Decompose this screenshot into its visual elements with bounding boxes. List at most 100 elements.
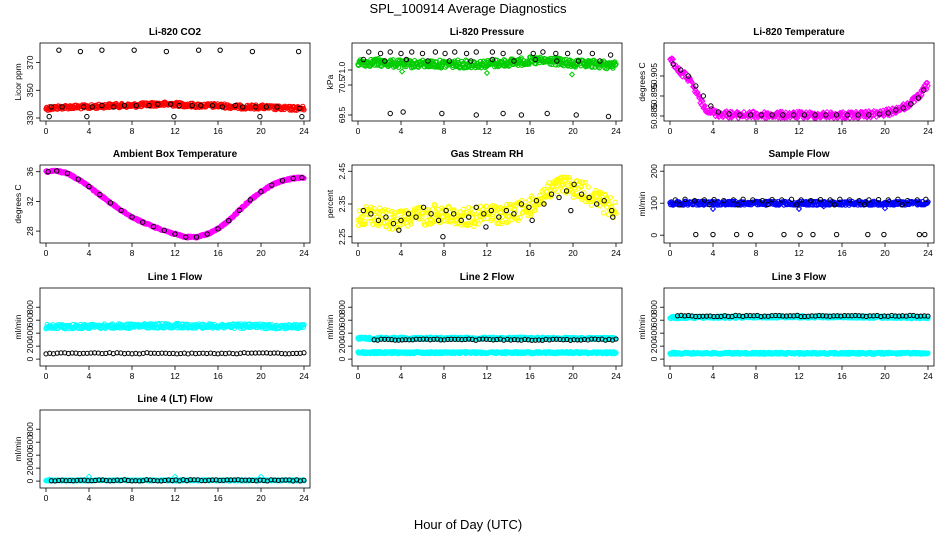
x-tick-label: 4: [399, 248, 404, 258]
point: [107, 200, 114, 206]
series-li-820-temperature-0: [667, 55, 931, 121]
y-tick-label: 200: [337, 339, 347, 353]
point: [490, 337, 496, 343]
x-tick-label: 24: [611, 371, 621, 381]
point: [64, 170, 71, 176]
point: [442, 50, 448, 57]
point: [566, 174, 572, 181]
point: [439, 110, 445, 117]
point: [398, 217, 404, 224]
panel-title-li-820-temperature: Li-820 Temperature: [753, 27, 845, 38]
point: [397, 222, 403, 228]
x-tick-label: 24: [299, 126, 309, 136]
series-line-3-flow-0: [667, 349, 931, 357]
point: [560, 182, 566, 188]
point: [375, 217, 382, 224]
point: [597, 58, 603, 64]
point: [925, 350, 931, 356]
point: [779, 197, 785, 203]
y-axis-label-gas-stream-rh: percent: [325, 189, 335, 218]
point: [483, 69, 491, 77]
y-axis-label-line-1-flow: ml/min: [13, 314, 23, 339]
x-tick-label: 24: [611, 248, 621, 258]
series-li-820-co2-1: [46, 47, 305, 120]
point: [572, 182, 579, 189]
point: [595, 336, 602, 343]
point: [672, 197, 679, 203]
series-line-2-flow-2: [371, 336, 619, 343]
point: [511, 211, 517, 217]
point: [75, 176, 81, 182]
point: [56, 47, 62, 53]
point: [794, 202, 800, 208]
point: [258, 189, 264, 195]
point: [129, 214, 135, 220]
point: [512, 203, 519, 209]
point: [585, 337, 591, 343]
panel-title-line-2-flow: Line 2 Flow: [460, 272, 515, 283]
panel-gas-stream-rh: Gas Stream RH0 4 8 12 16 20 242.252.352.45perc…: [325, 149, 623, 258]
point: [780, 112, 786, 118]
y-tick-label: 50.905: [649, 63, 659, 89]
y-tick-label: 370: [25, 55, 35, 69]
y-tick-label: 0: [337, 356, 347, 361]
point: [118, 207, 124, 214]
x-tick-label: 12: [482, 126, 492, 136]
point: [518, 201, 525, 207]
point: [564, 50, 571, 57]
point: [576, 49, 583, 55]
point: [473, 112, 479, 118]
point: [747, 231, 754, 238]
x-tick-label: 12: [794, 248, 804, 258]
point: [540, 49, 546, 55]
point: [468, 206, 474, 212]
panel-title-gas-stream-rh: Gas Stream RH: [451, 149, 524, 160]
y-tick-label: 50.885: [649, 103, 659, 129]
point: [300, 324, 307, 331]
point: [823, 112, 829, 118]
point: [866, 112, 872, 118]
point: [413, 209, 419, 215]
plot-frame: [351, 42, 623, 122]
point: [571, 181, 577, 188]
point: [740, 196, 746, 203]
point: [460, 206, 466, 212]
y-tick-label: 800: [337, 300, 347, 314]
point: [252, 104, 259, 110]
point: [528, 212, 534, 219]
point: [403, 56, 410, 63]
series-ambient-box-temperature-1: [45, 168, 305, 240]
x-tick-label: 0: [356, 126, 361, 136]
point: [798, 197, 804, 203]
point: [396, 227, 402, 233]
point: [593, 199, 599, 205]
point: [900, 105, 906, 111]
x-tick-label: 16: [213, 126, 223, 136]
point: [387, 49, 393, 55]
series-line-1-flow-1: [43, 350, 307, 357]
point: [915, 95, 922, 101]
point: [564, 336, 570, 343]
point: [921, 87, 927, 93]
series-gas-stream-rh-1: [360, 181, 616, 240]
y-tick-label: 330: [25, 111, 35, 125]
x-tick-label: 12: [170, 248, 180, 258]
point: [217, 47, 223, 53]
point: [193, 234, 200, 240]
x-tick-label: 20: [568, 126, 578, 136]
point: [431, 336, 437, 342]
point: [592, 336, 598, 342]
y-tick-label: 50.895: [649, 83, 659, 109]
point: [301, 350, 307, 356]
point: [613, 61, 619, 67]
x-tick-label: 8: [442, 126, 447, 136]
point: [86, 183, 92, 190]
y-tick-label: 36: [25, 167, 35, 177]
point: [420, 336, 426, 342]
point: [558, 174, 564, 180]
panel-title-li-820-co2: Li-820 CO2: [149, 27, 202, 38]
point: [406, 337, 412, 343]
point: [875, 196, 882, 203]
